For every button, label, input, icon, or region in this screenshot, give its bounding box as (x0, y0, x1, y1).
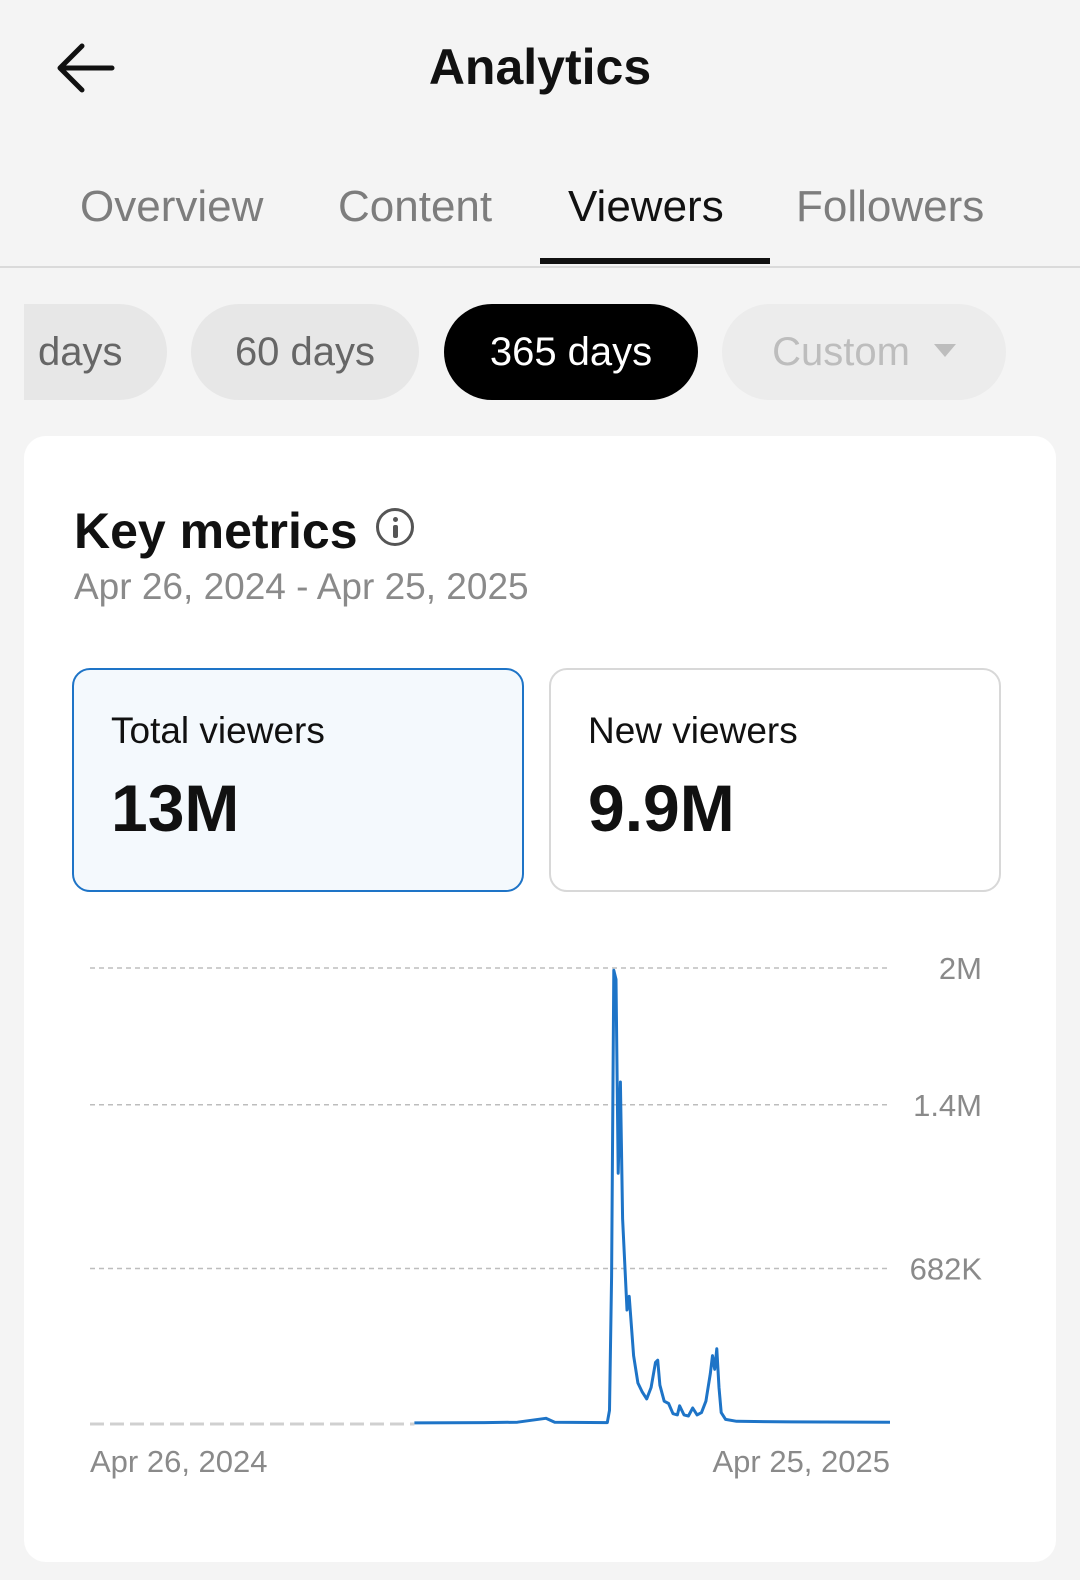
series-line-total-viewers (414, 968, 891, 1425)
range-pill-custom[interactable]: Custom (722, 304, 1006, 400)
metric-label: Total viewers (111, 710, 325, 751)
arrow-left-icon (57, 43, 115, 93)
range-pill-partial[interactable]: days (24, 304, 167, 400)
range-pill-365-days[interactable]: 365 days (444, 304, 698, 400)
metric-value: 13M (111, 771, 240, 845)
active-tab-indicator (540, 258, 770, 264)
key-metrics-card: Key metrics Apr 26, 2024 - Apr 25, 2025 … (24, 436, 1056, 1562)
key-metrics-title: Key metrics (74, 503, 358, 559)
metric-total-viewers[interactable]: Total viewers 13M (72, 668, 524, 892)
metric-value: 9.9M (588, 771, 735, 845)
page-title: Analytics (428, 39, 652, 95)
tab-content[interactable]: Content (338, 182, 493, 231)
y-tick-label: 2M (939, 951, 982, 986)
tab-bar: Overview Content Viewers Followers (0, 160, 1080, 268)
y-tick-label: 1.4M (913, 1088, 982, 1123)
app-header: Analytics (0, 0, 1080, 140)
metric-label: New viewers (588, 710, 798, 751)
x-label-end: Apr 25, 2025 (712, 1444, 890, 1479)
range-pill-60-days[interactable]: 60 days (191, 304, 419, 400)
tab-overview[interactable]: Overview (80, 182, 264, 231)
y-tick-label: 682K (910, 1252, 983, 1287)
custom-label: Custom (772, 330, 910, 374)
caret-down-icon (933, 343, 956, 357)
back-button[interactable] (50, 38, 120, 98)
viewers-line-chart: 2M 1.4M 682K Apr 26, 2024 Apr 25, 2025 (90, 951, 983, 1479)
tab-followers[interactable]: Followers (796, 182, 985, 231)
info-icon[interactable] (376, 508, 414, 546)
tab-viewers[interactable]: Viewers (568, 182, 724, 231)
x-label-start: Apr 26, 2024 (90, 1444, 268, 1479)
metric-new-viewers[interactable]: New viewers 9.9M (549, 668, 1001, 892)
date-range-text: Apr 26, 2024 - Apr 25, 2025 (74, 566, 529, 607)
